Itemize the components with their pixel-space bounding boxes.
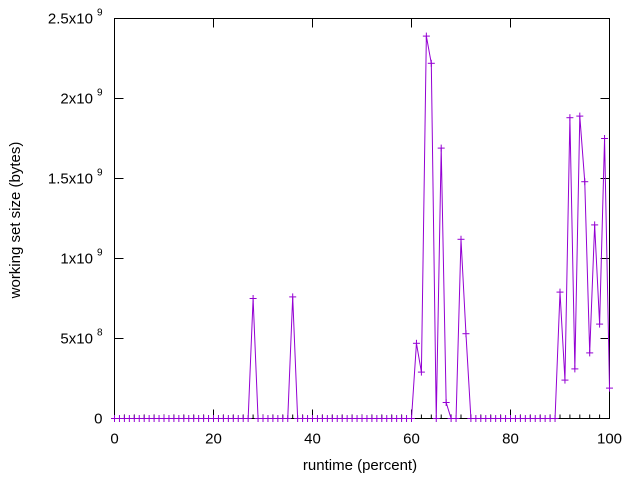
data-point [591,221,599,229]
data-point [581,178,589,186]
data-point [284,415,292,422]
data-point [412,339,420,347]
y-tick-exponent: 9 [97,248,103,259]
y-tick-exponent: 9 [97,168,103,179]
y-tick-mantissa: 5x10 [60,331,93,348]
y-tick-label: 0 [94,411,102,428]
y-tick-mantissa: 2.5x10 [48,11,93,28]
series-line [114,36,610,419]
x-tick-label: 20 [205,431,222,448]
y-axis-ticks: 0 5x10 8 1x10 9 1.5x10 9 2x10 9 2.5x10 9 [48,8,610,428]
y-tick-mantissa: 0 [94,411,102,428]
y-tick-label: 2x10 9 [60,88,103,108]
y-tick-label: 1x10 9 [60,248,103,268]
data-point [437,144,445,152]
y-tick-mantissa: 1x10 [60,251,93,268]
x-tick-label: 80 [502,431,519,448]
data-point [576,112,584,120]
plot-frame [114,18,610,419]
data-point [452,415,460,422]
y-axis-label: working set size (bytes) [7,142,24,300]
data-point [571,365,579,373]
data-point [244,415,252,422]
data-point [606,384,613,392]
data-point [566,114,574,122]
x-axis-label: runtime (percent) [303,457,417,474]
y-tick-label: 5x10 8 [60,328,103,348]
series-layer [111,32,613,422]
x-tick-label: 100 [597,431,622,448]
data-point [417,368,425,376]
data-point [586,349,594,357]
y-tick-mantissa: 1.5x10 [48,171,93,188]
data-point [596,320,604,328]
data-point [442,399,450,406]
data-point [249,295,257,302]
x-tick-label: 40 [304,431,321,448]
data-point [289,293,297,301]
data-point [601,135,609,142]
y-tick-exponent: 9 [97,88,103,99]
data-point [551,415,559,422]
x-axis-ticks: 0 20 40 60 80 100 [110,18,622,448]
data-point [408,415,415,422]
y-tick-label: 1.5x10 9 [48,168,103,188]
x-tick-label: 0 [110,431,118,448]
data-point [427,59,435,67]
x-tick-label: 60 [403,431,420,448]
y-tick-label: 2.5x10 9 [48,8,103,28]
data-point [432,415,440,422]
data-point [462,330,470,338]
y-tick-exponent: 9 [97,8,103,19]
y-tick-mantissa: 2x10 [60,91,93,108]
data-point [457,235,465,243]
data-point [561,376,569,384]
data-point [422,32,430,40]
y-tick-exponent: 8 [97,328,103,339]
data-point [556,288,564,296]
